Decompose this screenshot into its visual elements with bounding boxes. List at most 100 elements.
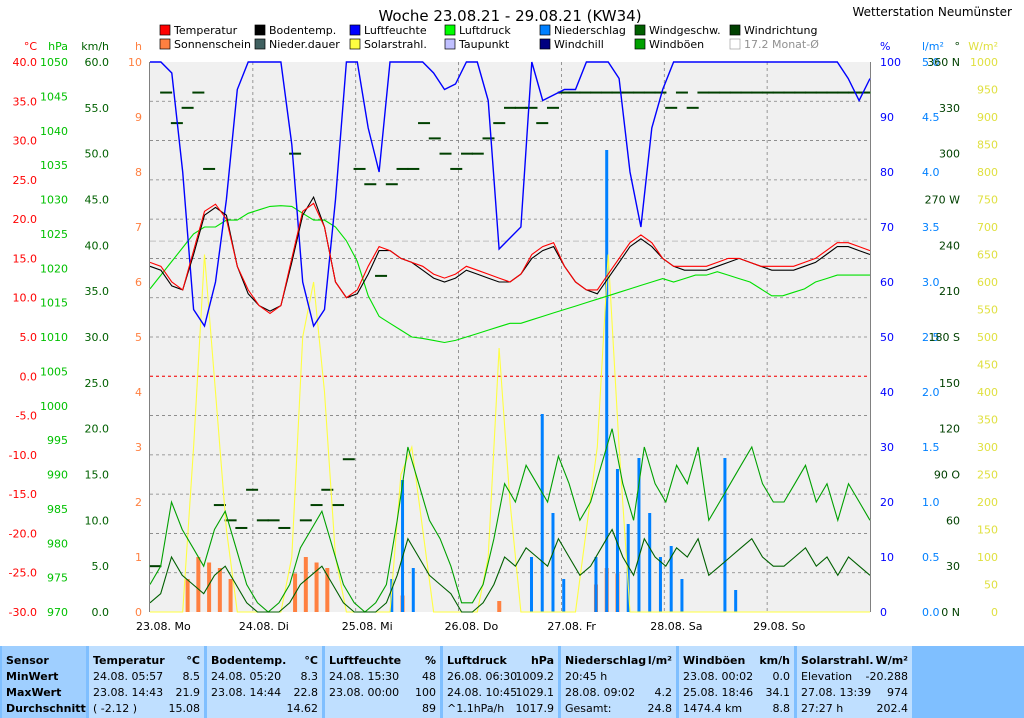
- table-column: Niederschlag l/m² 20:45 h 28.08. 09:02 4.2 Ge…: [561, 646, 676, 718]
- wind-direction-mark-19: [353, 167, 366, 170]
- axis-1-tick-9: 1005: [40, 365, 68, 378]
- row-label: Sensor: [6, 654, 49, 667]
- axis-5-tick-4: 3.0: [922, 276, 940, 289]
- cell-value: 21.9: [175, 686, 201, 699]
- cell-time: 24.08. 10:45: [447, 686, 518, 699]
- axis-6-tick-0: 360 N: [927, 56, 960, 69]
- wind-direction-mark-16: [321, 488, 334, 491]
- axis-0-tick-12: -20.0: [9, 527, 37, 540]
- axis-3-tick-2: 8: [135, 166, 142, 179]
- cell-value: 1009.2: [515, 670, 555, 683]
- legend-swatch-1: [254, 24, 266, 36]
- cell-value: 22.8: [293, 686, 319, 699]
- cell-value: 34.1: [765, 686, 791, 699]
- axis-0-tick-14: -30.0: [9, 606, 37, 619]
- axis-6-tick-5: 210: [939, 285, 960, 298]
- axis-0-tick-5: 15.0: [13, 252, 38, 265]
- legend-label-6: Windrichtung: [744, 24, 817, 37]
- axis-6-tick-8: 120: [939, 423, 960, 436]
- wind-direction-mark-21: [375, 274, 388, 277]
- table-row-labels: Sensor MinWert MaxWert Durchschnitt: [2, 646, 86, 718]
- legend-swatch-13: [729, 38, 741, 50]
- wind-direction-mark-20: [364, 183, 377, 186]
- column-name: Niederschlag: [565, 654, 647, 667]
- wind-direction-mark-42: [600, 91, 613, 94]
- axis-6-tick-1: 330: [939, 102, 960, 115]
- wind-direction-mark-0: [149, 565, 162, 568]
- legend-label-13: 17.2 Monat-Ø: [744, 38, 819, 51]
- column-unit: W/m²: [875, 654, 908, 667]
- axis-3-tick-6: 4: [135, 386, 142, 399]
- precipitation-bar-53: [723, 458, 727, 612]
- axis-7-tick-4: 800: [977, 166, 998, 179]
- wind-direction-mark-40: [579, 91, 592, 94]
- axis-unit-2: km/h: [81, 40, 109, 53]
- legend-label-4: Niederschlag: [554, 24, 626, 37]
- wind-direction-mark-14: [299, 519, 312, 522]
- wind-direction-mark-61: [804, 91, 817, 94]
- cell-time: 27:27 h: [801, 702, 844, 715]
- cell-value: 8.5: [182, 670, 201, 683]
- axis-0-tick-2: 30.0: [13, 135, 38, 148]
- row-label: Durchschnitt: [6, 702, 86, 715]
- wind-direction-mark-39: [568, 91, 581, 94]
- axis-0-tick-10: -10.0: [9, 449, 37, 462]
- weather-chart: Wetterstation Neumünster Woche 23.08.21 …: [0, 0, 1024, 646]
- legend-swatch-5: [634, 24, 646, 36]
- wind-direction-mark-24: [407, 167, 420, 170]
- axis-4-tick-0: 100: [880, 56, 901, 69]
- sunshine-bar-15: [314, 562, 319, 612]
- legend-label-3: Luftdruck: [459, 24, 511, 37]
- wind-direction-mark-8: [235, 526, 248, 529]
- legend-label-0: Temperatur: [173, 24, 238, 37]
- cell-time: 23.08. 14:43: [93, 686, 164, 699]
- wind-direction-mark-59: [783, 91, 796, 94]
- table-column: Luftdruck hPa 26.08. 06:30 1009.2 24.08. 10:…: [443, 646, 558, 718]
- wind-direction-mark-26: [428, 137, 441, 140]
- legend-label-8: Nieder.dauer: [269, 38, 340, 51]
- wind-direction-mark-22: [385, 183, 398, 186]
- axis-2-tick-1: 55.0: [85, 102, 110, 115]
- wind-direction-mark-60: [794, 91, 807, 94]
- cell-time: ( -2.12 ): [93, 702, 138, 715]
- column-name: Solarstrahl.: [801, 654, 874, 667]
- series-line-0: [149, 202, 871, 315]
- wind-direction-mark-46: [643, 91, 656, 94]
- axis-5-tick-5: 2.5: [922, 331, 940, 344]
- column-name: Windböen: [683, 654, 746, 667]
- cell-value: -20.288: [865, 670, 908, 683]
- wind-direction-mark-30: [471, 152, 484, 155]
- cell-time: 23.08. 00:00: [329, 686, 400, 699]
- axis-2-tick-10: 10.0: [85, 514, 110, 527]
- wind-direction-mark-41: [589, 91, 602, 94]
- precipitation-bar-41: [594, 557, 598, 612]
- axis-2-tick-4: 40.0: [85, 239, 110, 252]
- wind-direction-mark-54: [729, 91, 742, 94]
- axis-4-tick-10: 0: [880, 606, 887, 619]
- axis-2-tick-8: 20.0: [85, 423, 110, 436]
- axis-1-tick-10: 1000: [40, 400, 68, 413]
- axis-6-tick-3: 270 W: [925, 194, 960, 207]
- series-line-5: [149, 428, 871, 613]
- axis-1-tick-13: 985: [47, 503, 68, 516]
- legend-label-10: Taupunkt: [458, 38, 510, 51]
- wind-direction-mark-13: [289, 152, 302, 155]
- axis-0-tick-4: 20.0: [13, 213, 38, 226]
- series-line-4: [149, 528, 871, 613]
- axis-3-tick-5: 5: [135, 331, 142, 344]
- axis-7-tick-12: 400: [977, 386, 998, 399]
- axis-3-tick-10: 0: [135, 606, 142, 619]
- wind-direction-mark-6: [213, 504, 226, 507]
- cell-value: 8.8: [772, 702, 791, 715]
- axis-3-tick-9: 1: [135, 551, 142, 564]
- axis-1-tick-11: 995: [47, 434, 68, 447]
- axis-6-tick-7: 150: [939, 377, 960, 390]
- wind-direction-mark-29: [461, 152, 474, 155]
- precipitation-bar-23: [401, 480, 405, 612]
- axis-unit-4: %: [880, 40, 890, 53]
- axis-1-tick-12: 990: [47, 469, 68, 482]
- sunshine-bar-32: [497, 601, 502, 612]
- precipitation-bar-38: [562, 579, 566, 612]
- cell-time: 27.08. 13:39: [801, 686, 872, 699]
- row-label: MaxWert: [6, 686, 62, 699]
